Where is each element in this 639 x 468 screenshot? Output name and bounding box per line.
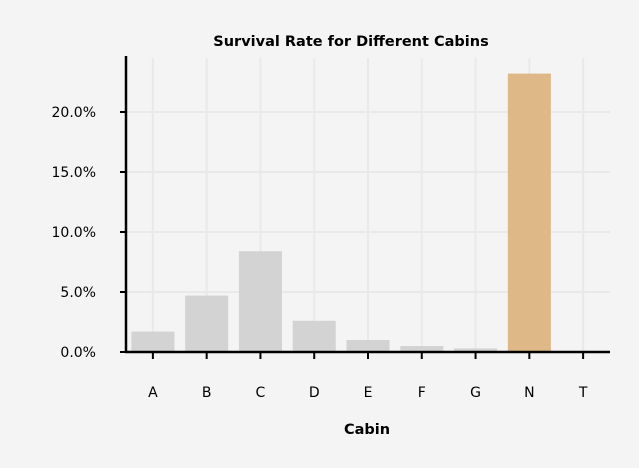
tick-labels: 0.0% 5.0% 10.0% 15.0% 20.0% A B C D E F G N T (52, 105, 588, 401)
x-tick-label: A (148, 385, 158, 401)
x-tick-label: N (524, 385, 534, 401)
bar-F (400, 346, 444, 352)
x-axis-label: Cabin (344, 422, 390, 438)
axes (120, 56, 610, 359)
x-tick-label: G (470, 385, 481, 401)
bar-G (454, 348, 498, 352)
x-tick-label: E (364, 385, 373, 401)
y-tick-label: 15.0% (52, 165, 96, 181)
y-tick-label: 10.0% (52, 225, 96, 241)
y-tick-label: 0.0% (60, 345, 96, 361)
x-tick-label: D (309, 385, 320, 401)
x-tick-label: B (202, 385, 212, 401)
chart-title: Survival Rate for Different Cabins (213, 34, 488, 50)
y-tick-label: 5.0% (60, 285, 96, 301)
x-tick-label: C (256, 385, 266, 401)
y-tick-label: 20.0% (52, 105, 96, 121)
bar-C (238, 251, 282, 352)
bars (131, 73, 551, 352)
x-tick-label: F (418, 385, 426, 401)
bar-D (292, 320, 336, 352)
bar-N (507, 73, 551, 352)
bar-A (131, 331, 175, 352)
bar-B (185, 295, 229, 352)
x-tick-label: T (578, 385, 588, 401)
bar-E (346, 340, 390, 352)
